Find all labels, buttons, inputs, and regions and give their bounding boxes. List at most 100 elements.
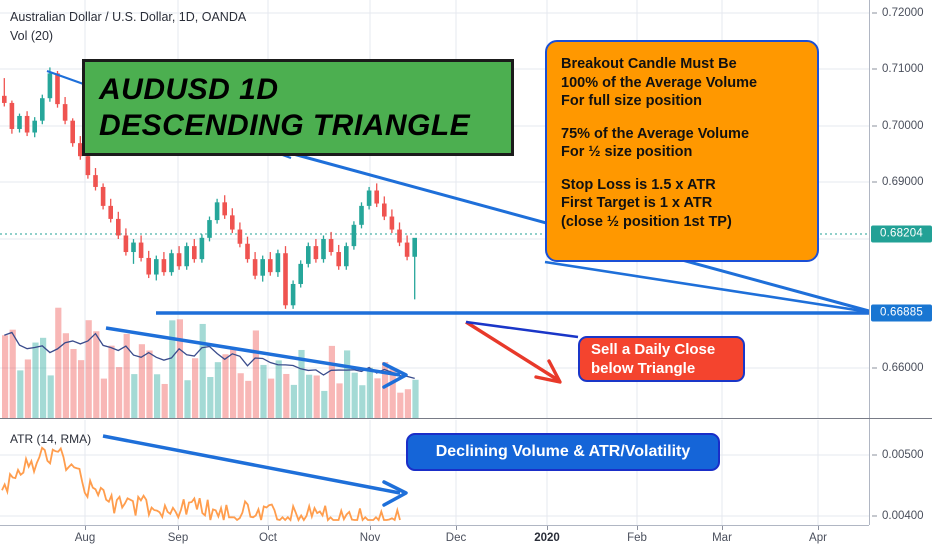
price-axis-label: 0.69000 bbox=[882, 176, 924, 188]
volume-decline-trendline[interactable] bbox=[105, 326, 408, 389]
candle-body bbox=[17, 115, 22, 129]
candle-body bbox=[184, 246, 189, 267]
sell-line-2: below Triangle bbox=[591, 360, 696, 377]
time-axis-label: Dec bbox=[445, 532, 467, 544]
price-axis-tick-mark bbox=[872, 125, 877, 127]
volume-bar bbox=[374, 378, 381, 418]
candle-body bbox=[397, 229, 402, 243]
candle-body bbox=[2, 95, 7, 103]
volume-bar bbox=[351, 372, 358, 418]
price-axis-label: 0.71000 bbox=[882, 63, 924, 75]
volume-bar bbox=[199, 323, 206, 418]
rule-line-2: 100% of the Average Volume bbox=[561, 74, 758, 91]
candle-body bbox=[146, 257, 151, 275]
price-axis-tick-mark bbox=[872, 515, 877, 517]
volume-bar bbox=[32, 342, 39, 418]
time-axis-tick-mark bbox=[818, 526, 819, 530]
breakdown-red-arrow bbox=[465, 320, 562, 384]
time-axis-tick-mark bbox=[370, 526, 371, 530]
volume-bar bbox=[24, 359, 31, 418]
candle-body bbox=[328, 239, 334, 253]
volume-bar bbox=[17, 370, 24, 418]
volume-bar bbox=[123, 333, 130, 418]
volume-bar bbox=[336, 383, 343, 418]
price-axis-tick-mark bbox=[872, 454, 877, 456]
candle-body bbox=[351, 224, 357, 247]
time-axis-tick-mark bbox=[456, 526, 457, 530]
atr-decline-trendline[interactable] bbox=[102, 434, 408, 507]
trading-rules-annotation-box[interactable]: Breakout Candle Must Be 100% of the Aver… bbox=[545, 40, 819, 262]
symbol-legend[interactable]: Australian Dollar / U.S. Dollar, 1D, OAN… bbox=[10, 10, 247, 24]
candle-body bbox=[359, 205, 364, 225]
candle-body bbox=[344, 246, 349, 267]
time-axis-label: Mar bbox=[712, 532, 732, 544]
price-axis-tick-mark bbox=[872, 12, 877, 14]
volume-bar bbox=[313, 375, 320, 418]
candle-body bbox=[93, 175, 98, 187]
time-axis-label: 2020 bbox=[534, 532, 560, 544]
rule-line-3: For full size position bbox=[561, 93, 702, 109]
sell-signal-annotation-box[interactable]: Sell a Daily Close below Triangle bbox=[578, 336, 745, 382]
volume-bar bbox=[252, 330, 259, 418]
volume-legend[interactable]: Vol (20) bbox=[10, 29, 54, 43]
candle-body bbox=[192, 246, 197, 260]
atr-legend: ATR (14, RMA) bbox=[10, 432, 92, 446]
rule-line-7: First Target is 1 x ATR bbox=[561, 195, 713, 211]
volume-bar bbox=[207, 377, 214, 418]
candle-body bbox=[374, 190, 379, 204]
volume-bar bbox=[290, 384, 297, 418]
time-axis-label: Sep bbox=[167, 532, 189, 544]
candle-body bbox=[366, 190, 372, 206]
candle-body bbox=[169, 253, 174, 273]
time-axis-tick-mark bbox=[178, 526, 179, 530]
price-axis[interactable]: 0.720000.710000.700000.690000.680000.660… bbox=[869, 0, 932, 525]
volume-bar bbox=[100, 378, 107, 418]
candle-body bbox=[24, 115, 30, 133]
volume-bar bbox=[359, 385, 366, 418]
volume-bar bbox=[9, 329, 16, 418]
volume-bar bbox=[154, 374, 161, 418]
candle-body bbox=[40, 98, 45, 121]
volume-bar bbox=[328, 345, 335, 418]
volume-bar bbox=[40, 337, 47, 418]
volume-bar bbox=[176, 319, 183, 418]
title-line-1: AUDUSD 1D bbox=[99, 72, 279, 106]
volume-bar bbox=[268, 378, 275, 418]
volume-volatility-annotation-box[interactable]: Declining Volume & ATR/Volatility bbox=[406, 433, 720, 471]
time-axis-tick-mark bbox=[722, 526, 723, 530]
candle-body bbox=[260, 259, 265, 276]
volume-bar bbox=[131, 374, 138, 418]
volume-bar bbox=[412, 379, 419, 418]
candle-body bbox=[131, 242, 136, 253]
time-axis[interactable]: Aug Sep Oct Nov Dec 2020 Feb Mar Apr bbox=[0, 525, 869, 551]
candle-body bbox=[290, 283, 296, 306]
candle-body bbox=[283, 253, 288, 306]
candle-body bbox=[154, 259, 159, 275]
volume-bar bbox=[70, 349, 77, 418]
candle-body bbox=[404, 242, 410, 257]
time-axis-tick-mark bbox=[547, 526, 548, 530]
rule-line-1: Breakout Candle Must Be bbox=[561, 56, 737, 72]
volume-bar bbox=[55, 307, 62, 418]
candle-body bbox=[47, 73, 53, 99]
candle-body bbox=[252, 259, 258, 276]
volume-bar bbox=[192, 358, 199, 418]
candle-body bbox=[9, 102, 15, 129]
candle-body bbox=[237, 229, 243, 244]
price-axis-tick-mark bbox=[872, 68, 877, 70]
candle-body bbox=[62, 104, 68, 121]
candle-body bbox=[85, 156, 91, 176]
price-axis-value-badge[interactable]: 0.66885 bbox=[871, 304, 932, 322]
time-axis-label: Feb bbox=[627, 532, 647, 544]
price-axis-value-badge[interactable]: 0.68204 bbox=[871, 225, 932, 243]
candle-body bbox=[389, 216, 395, 230]
volume-bar bbox=[78, 360, 85, 418]
title-annotation-box[interactable]: AUDUSD 1D DESCENDING TRIANGLE bbox=[82, 59, 514, 156]
time-axis-tick-mark bbox=[268, 526, 269, 530]
candle-body bbox=[70, 120, 75, 144]
candle-body bbox=[313, 246, 319, 260]
volume-bar bbox=[237, 373, 244, 418]
price-axis-tick-mark bbox=[872, 181, 877, 183]
time-axis-tick-mark bbox=[637, 526, 638, 530]
